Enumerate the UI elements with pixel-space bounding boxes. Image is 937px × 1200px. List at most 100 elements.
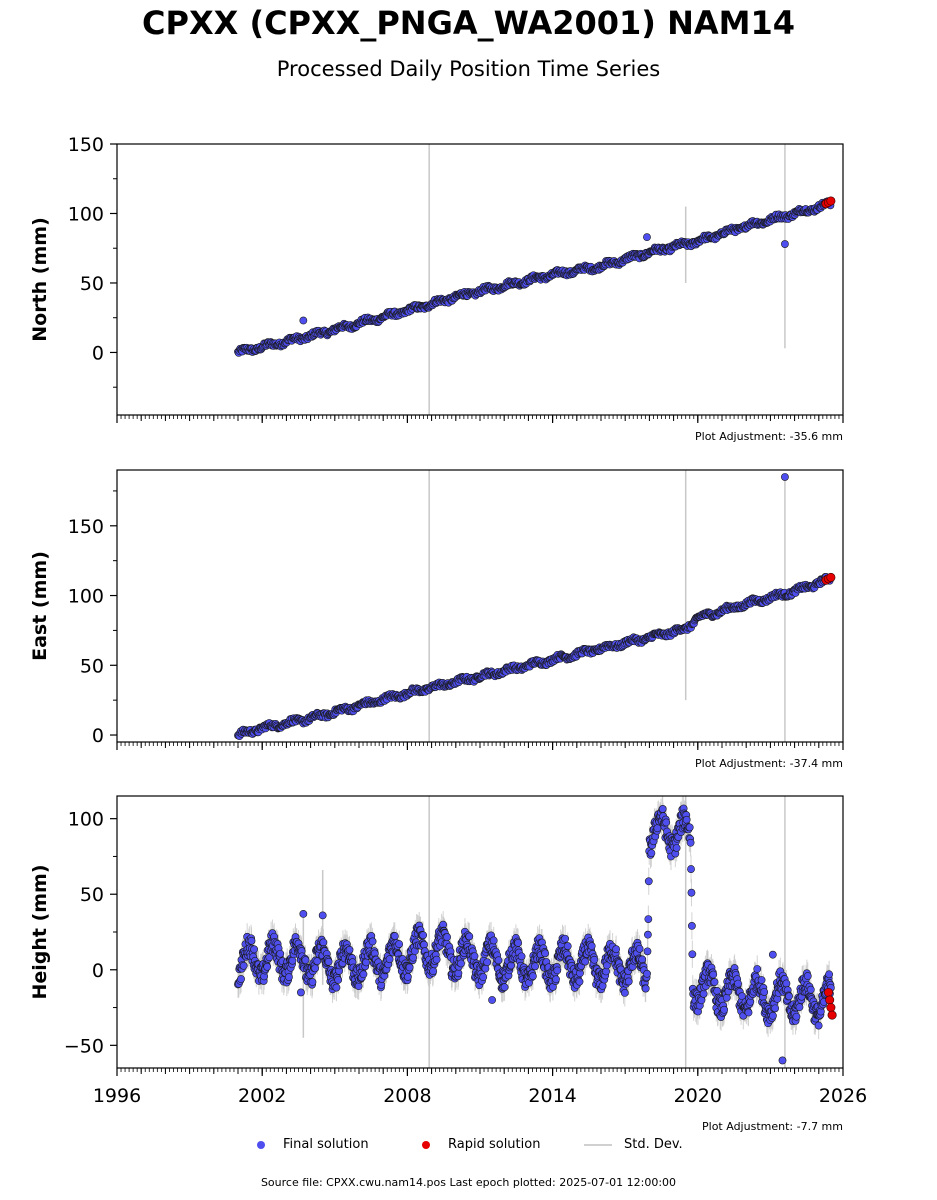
- final-solution-point: [734, 979, 742, 988]
- final-solution-point: [500, 983, 509, 992]
- rapid-solution-points: [823, 987, 837, 1020]
- final-solution-point: [697, 996, 706, 1005]
- final-solution-point: [575, 977, 584, 986]
- final-solution-point: [237, 975, 245, 983]
- final-solution-point: [247, 936, 256, 945]
- rapid-solution-point: [827, 1010, 837, 1020]
- final-solution-point: [687, 865, 695, 873]
- y-tick-label: 100: [68, 809, 104, 831]
- final-solution-point: [553, 966, 562, 975]
- final-solution-point: [332, 983, 341, 992]
- outlier-point: [643, 233, 651, 242]
- final-solution-point: [685, 823, 694, 832]
- final-solution-point: [514, 938, 522, 947]
- y-tick-label: 150: [68, 134, 104, 156]
- final-solution-point: [643, 930, 652, 939]
- y-tick-label: 0: [92, 960, 104, 982]
- y-tick-label: 50: [80, 884, 104, 906]
- final-solution-point: [263, 962, 272, 971]
- final-solution-point: [541, 949, 549, 958]
- final-solution-point: [405, 963, 414, 972]
- final-solution-point: [620, 988, 629, 997]
- outlier-point: [318, 911, 327, 920]
- final-solution-point: [612, 945, 621, 954]
- final-solution-point: [409, 953, 418, 962]
- y-axis-label: East (mm): [29, 551, 51, 661]
- final-solution-point: [709, 970, 718, 979]
- plot-area: [234, 470, 836, 742]
- final-solution-point: [465, 932, 474, 941]
- final-solution-point: [658, 805, 667, 813]
- final-solution-point: [641, 984, 650, 993]
- final-solution-point: [334, 976, 343, 984]
- final-solution-point: [308, 978, 317, 986]
- final-solution-point: [662, 818, 671, 827]
- final-solution-point: [806, 985, 815, 994]
- final-solution-point: [710, 978, 719, 986]
- final-solution-point: [301, 956, 310, 965]
- final-solution-point: [395, 940, 404, 948]
- final-solution-point: [250, 945, 259, 954]
- final-solution-point: [489, 936, 498, 945]
- rapid-solution-point: [826, 572, 836, 582]
- outlier-point: [299, 316, 308, 325]
- y-tick-label: 0: [92, 342, 104, 364]
- y-tick-label: 150: [68, 516, 104, 538]
- final-solution-point: [563, 942, 572, 950]
- final-solution-point: [713, 987, 722, 995]
- outlier-point: [299, 909, 308, 918]
- rapid-solution-points: [821, 572, 836, 585]
- final-solution-point: [581, 957, 590, 966]
- final-solution-point: [403, 973, 412, 981]
- outlier-point: [781, 473, 789, 481]
- y-tick-label: 100: [68, 586, 104, 608]
- final-solution-point: [699, 989, 708, 998]
- final-solution-point: [753, 965, 762, 973]
- final-solution-point: [672, 844, 681, 852]
- chart-panel-1: 0 50 100 150 North (mm) Plot Adjustment: -35.…: [29, 134, 844, 443]
- final-solution-point: [795, 1003, 804, 1012]
- plot-adjustment-note: Plot Adjustment: -35.6 mm: [695, 430, 843, 443]
- rapid-solution-point: [825, 995, 835, 1005]
- final-solution-point: [792, 1012, 801, 1021]
- chart-title: CPXX (CPXX_PNGA_WA2001) NAM14: [142, 4, 795, 42]
- final-solution-point: [345, 945, 354, 954]
- final-solution-point: [531, 962, 539, 971]
- final-solution-point: [561, 934, 570, 943]
- rapid-solution-point: [826, 196, 836, 206]
- final-solution-point: [647, 849, 656, 858]
- final-solution-point: [624, 977, 633, 986]
- final-solution-point: [457, 959, 465, 968]
- outlier-point: [297, 988, 305, 997]
- final-solution-point: [643, 969, 651, 978]
- final-solution-point: [432, 955, 441, 964]
- final-solution-point: [419, 931, 428, 940]
- final-solution-point: [324, 957, 333, 966]
- final-solution-point: [720, 1005, 729, 1014]
- final-solution-point: [385, 955, 394, 964]
- final-solution-point: [722, 993, 731, 1002]
- outlier-point: [768, 950, 777, 959]
- final-solution-point: [643, 947, 652, 956]
- final-solution-point: [803, 972, 812, 980]
- final-solution-point: [587, 942, 596, 950]
- final-solution-point: [598, 982, 607, 990]
- final-solution-point: [390, 932, 399, 940]
- final-solution-point: [769, 1011, 777, 1020]
- final-solution-point: [644, 877, 653, 886]
- final-solution-point: [682, 815, 691, 824]
- final-solution-point: [635, 944, 644, 953]
- y-tick-label: 0: [92, 725, 104, 747]
- final-solution-point: [744, 1008, 753, 1017]
- final-solution-point: [494, 956, 503, 965]
- final-solution-point: [420, 940, 428, 949]
- final-solution-point: [319, 938, 328, 947]
- plot-frame: [116, 143, 844, 416]
- outlier-point: [488, 996, 496, 1004]
- plot-area: [234, 796, 837, 1068]
- final-solution-point: [276, 949, 285, 958]
- final-solution-point: [760, 988, 769, 996]
- final-solution-point: [285, 973, 293, 981]
